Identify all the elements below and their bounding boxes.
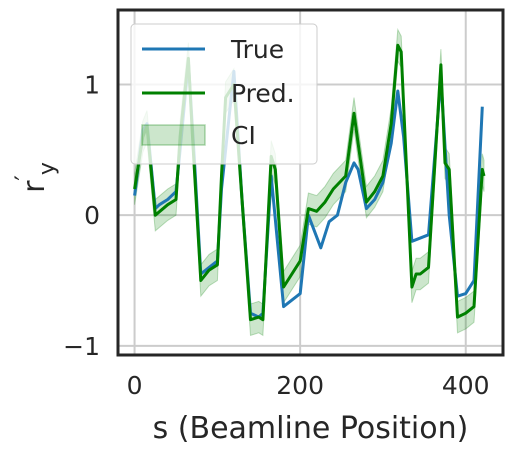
svg-text:r′y: r′y: [10, 162, 60, 193]
x-tick-label-1: 200: [276, 371, 324, 400]
legend: True Pred. CI: [130, 23, 318, 165]
legend-box: [130, 23, 318, 165]
x-tick-label-2: 400: [442, 371, 490, 400]
legend-pred-label: Pred.: [231, 79, 295, 108]
legend-true-label: True: [230, 35, 284, 64]
y-axis-label-sub: y: [35, 162, 60, 175]
y-axis-label-main: r: [17, 180, 52, 193]
y-tick-label-2: 1: [84, 70, 100, 99]
y-tick-labels: −1 0 1: [63, 70, 100, 360]
plot-frame: [116, 8, 505, 357]
legend-ci-label: CI: [231, 121, 256, 150]
y-tick-label-1: 0: [84, 201, 100, 230]
x-axis-label: s (Beamline Position): [153, 411, 469, 446]
y-tick-label-0: −1: [63, 332, 100, 361]
legend-ci-swatch: [141, 124, 206, 146]
x-tick-labels: 0 200 400: [127, 371, 490, 400]
y-axis-label-prime: ′: [10, 175, 38, 180]
y-axis-label: r′y: [10, 162, 60, 193]
x-tick-label-0: 0: [127, 371, 143, 400]
